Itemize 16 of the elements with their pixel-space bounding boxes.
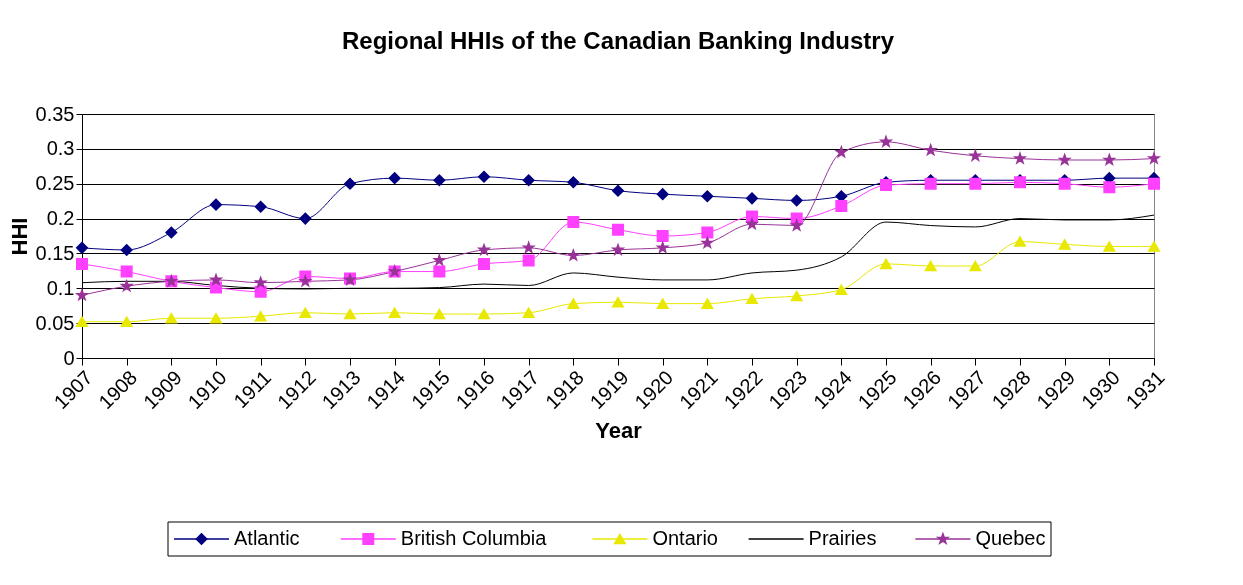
legend-label: Quebec <box>975 527 1046 549</box>
y-tick-label: 0 <box>63 346 75 369</box>
y-tick-label: 0.25 <box>35 172 75 195</box>
y-tick-label: 0.3 <box>46 137 75 160</box>
y-axis-title: HHI <box>6 217 32 256</box>
y-tick-label: 0.05 <box>35 311 75 334</box>
legend-label: Prairies <box>808 527 877 549</box>
legend-label: Atlantic <box>234 527 300 549</box>
y-tick-label: 0.35 <box>35 102 75 125</box>
x-axis-title: Year <box>595 418 643 444</box>
legend-label: British Columbia <box>400 527 548 549</box>
legend-label: Ontario <box>652 527 718 549</box>
chart-title: Regional HHIs of the Canadian Banking Industry <box>341 27 895 54</box>
y-tick-label: 0.1 <box>46 276 75 299</box>
y-tick-label: 0.2 <box>46 207 75 230</box>
y-tick-label: 0.15 <box>35 241 75 264</box>
